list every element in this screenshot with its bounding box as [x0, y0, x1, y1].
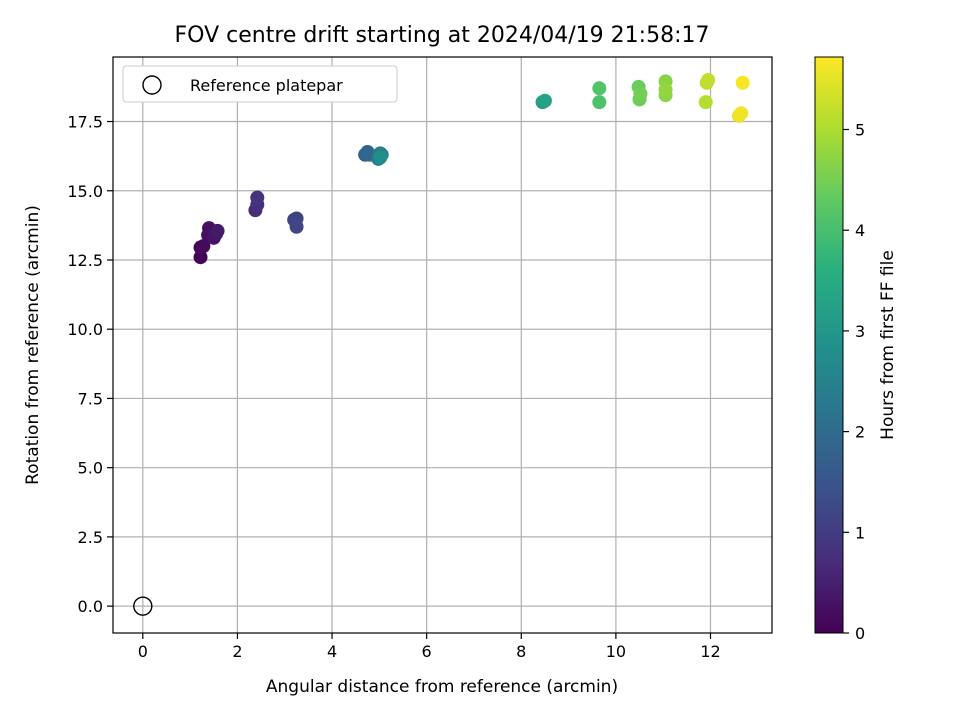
x-tick-label: 8: [516, 642, 526, 661]
y-tick-label: 15.0: [67, 182, 103, 201]
legend-box: [122, 65, 398, 103]
colorbar-tick-label: 0: [855, 624, 865, 643]
data-point: [698, 95, 713, 110]
colorbar-ticks: 0 1 2 3 4 5: [843, 121, 865, 643]
legend: Reference platepar: [122, 65, 398, 103]
x-tick-label: 2: [232, 642, 242, 661]
x-tick-label: 6: [422, 642, 432, 661]
colorbar-tick-label: 1: [855, 523, 865, 542]
y-tick-label: 10.0: [67, 320, 103, 339]
legend-entry-reference: Reference platepar: [190, 76, 343, 95]
y-axis-ticks: 0.0 2.5 5.0 7.5 10.0 12.5 15.0 17.5: [67, 113, 113, 616]
colorbar: 0 1 2 3 4 5 Hours from first FF file: [814, 56, 898, 643]
legend-marker: [142, 75, 162, 95]
colorbar-tick-label: 3: [855, 322, 865, 341]
data-point: [193, 250, 208, 265]
y-tick-label: 0.0: [78, 597, 103, 616]
y-tick-label: 5.0: [78, 459, 103, 478]
colorbar-label: Hours from first FF file: [878, 250, 898, 440]
y-tick-label: 12.5: [67, 251, 103, 270]
colorbar-tick-label: 4: [855, 221, 865, 240]
colorbar-gradient: [814, 56, 844, 634]
grid-lines: [113, 57, 772, 633]
data-point: [734, 106, 749, 121]
reference-marker: [133, 596, 153, 616]
x-tick-label: 12: [700, 642, 720, 661]
data-point: [658, 82, 673, 97]
x-tick-label: 10: [606, 642, 626, 661]
data-point: [735, 75, 750, 90]
data-point: [373, 150, 388, 165]
reference-point: [133, 596, 153, 616]
data-point: [250, 190, 265, 205]
y-tick-label: 2.5: [78, 528, 103, 547]
data-point: [537, 93, 552, 108]
x-axis-ticks: 0 2 4 6 8 10 12: [138, 633, 721, 661]
x-tick-label: 4: [327, 642, 337, 661]
data-point: [633, 86, 648, 101]
plot-frame: [112, 56, 773, 634]
data-point: [592, 81, 607, 96]
x-axis-label: Angular distance from reference (arcmin): [266, 677, 618, 697]
data-point: [289, 219, 304, 234]
data-points: [193, 72, 750, 265]
colorbar-tick-label: 2: [855, 423, 865, 442]
data-point: [196, 239, 211, 254]
data-point: [701, 72, 716, 87]
chart-title: FOV centre drift starting at 2024/04/19 …: [175, 23, 710, 48]
x-tick-label: 0: [138, 642, 148, 661]
data-point: [592, 95, 607, 110]
y-tick-label: 17.5: [67, 113, 103, 132]
colorbar-tick-label: 5: [855, 121, 865, 140]
y-tick-label: 7.5: [78, 389, 103, 408]
y-axis-label: Rotation from reference (arcmin): [23, 205, 43, 485]
data-point: [210, 223, 225, 238]
